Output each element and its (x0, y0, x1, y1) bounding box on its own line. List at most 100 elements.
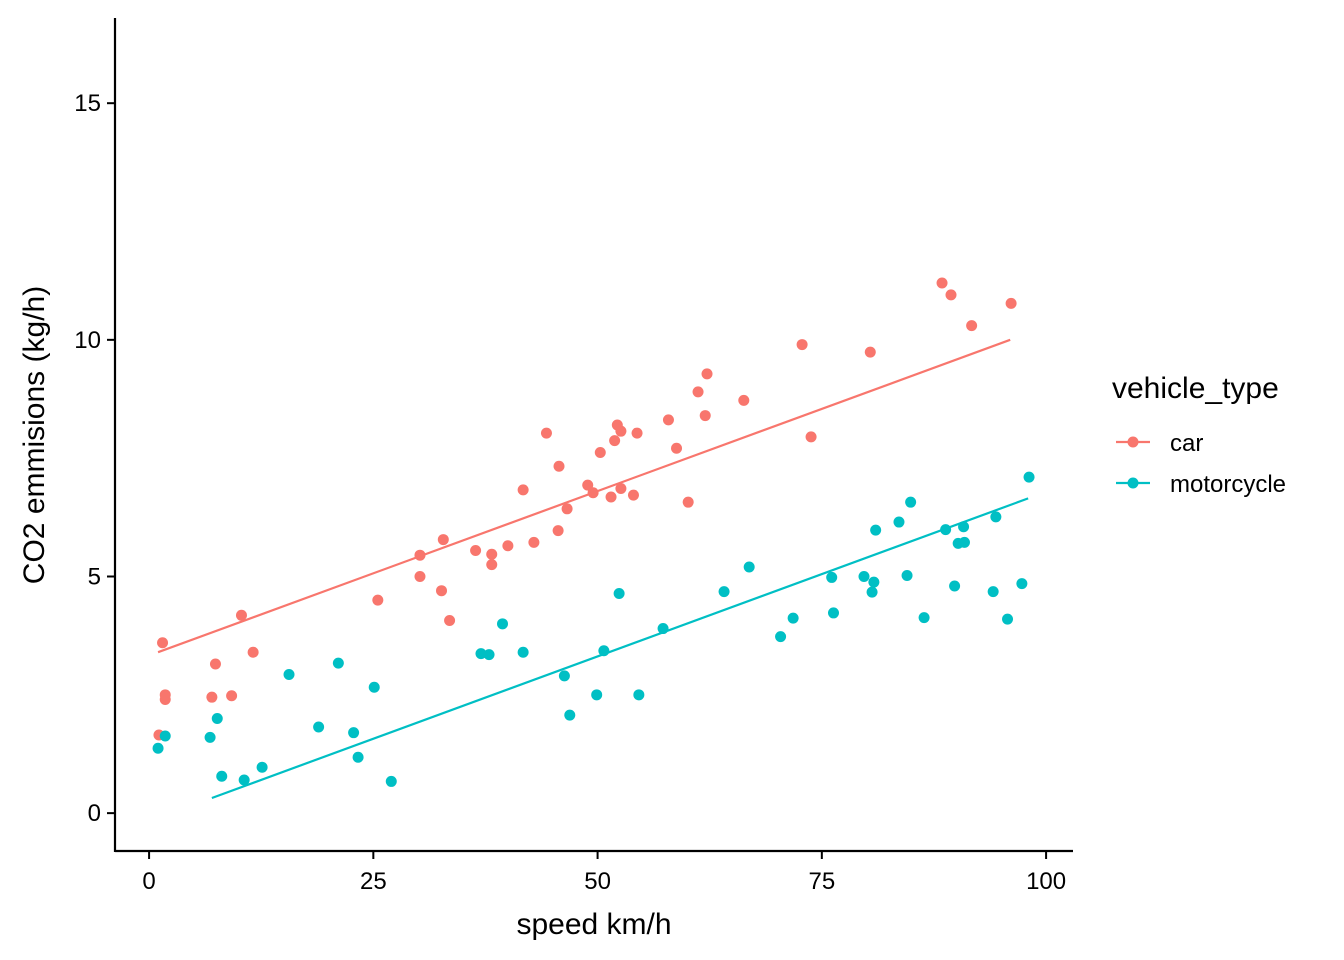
data-point-motorcycle (958, 536, 970, 548)
data-point-motorcycle (826, 571, 838, 583)
x-tick-label: 50 (584, 868, 611, 895)
data-point-motorcycle (633, 689, 645, 701)
data-point-motorcycle (718, 586, 730, 598)
data-point-motorcycle (987, 586, 999, 598)
data-point-car (662, 414, 674, 426)
x-tick-label: 75 (808, 868, 835, 895)
data-point-motorcycle (475, 648, 487, 660)
x-tick-label: 25 (360, 868, 387, 895)
data-point-car (437, 534, 449, 546)
legend-item-motorcycle: motorcycle (1116, 471, 1286, 498)
y-tick-label: 5 (88, 563, 101, 590)
data-point-motorcycle (483, 649, 495, 661)
data-point-car (805, 431, 817, 443)
data-point-motorcycle (1023, 471, 1035, 483)
data-point-car (209, 658, 221, 670)
data-point-car (701, 368, 713, 380)
data-point-car (945, 289, 957, 301)
data-point-motorcycle (775, 631, 787, 643)
series-car (153, 277, 1017, 741)
data-point-car (936, 277, 948, 289)
data-point-car (157, 637, 169, 649)
data-point-car (502, 540, 514, 552)
data-point-motorcycle (949, 580, 961, 592)
data-point-motorcycle (332, 657, 344, 669)
data-point-car (517, 484, 529, 496)
x-axis-title: speed km/h (516, 908, 671, 941)
legend-key-point-motorcycle (1127, 477, 1139, 489)
data-point-car (226, 690, 238, 702)
data-point-car (540, 427, 552, 439)
series-motorcycle (152, 471, 1035, 800)
data-point-car (235, 609, 247, 621)
data-point-car (486, 548, 498, 560)
legend-label-car: car (1170, 430, 1203, 457)
data-point-motorcycle (558, 670, 570, 682)
legend-label-motorcycle: motorcycle (1170, 471, 1286, 498)
data-point-car (594, 446, 606, 458)
data-point-car (1005, 297, 1017, 309)
data-point-car (553, 460, 565, 472)
data-point-motorcycle (858, 570, 870, 582)
data-point-car (561, 503, 573, 515)
data-point-car (631, 427, 643, 439)
data-point-motorcycle (905, 496, 917, 508)
axes (113, 18, 1073, 853)
data-point-car (486, 559, 498, 571)
y-tick-label: 0 (88, 800, 101, 827)
y-tick-label: 10 (74, 327, 101, 354)
data-point-motorcycle (990, 511, 1002, 523)
data-point-motorcycle (159, 730, 171, 742)
data-point-car (372, 594, 384, 606)
data-point-motorcycle (893, 516, 905, 528)
data-point-motorcycle (352, 751, 364, 763)
data-point-motorcycle (743, 561, 755, 573)
data-point-car (609, 435, 621, 447)
data-point-motorcycle (368, 681, 380, 693)
y-axis-title: CO2 emmisions (kg/h) (18, 286, 51, 584)
ticks: 0 25 50 75 100 0 5 10 15 (74, 90, 1066, 895)
y-tick-label: 15 (74, 90, 101, 117)
data-point-motorcycle (283, 668, 295, 680)
legend-item-car: car (1116, 430, 1203, 457)
data-point-motorcycle (348, 727, 360, 739)
plot-area (152, 277, 1035, 800)
data-point-car (682, 496, 694, 508)
data-point-motorcycle (868, 576, 880, 588)
data-point-motorcycle (517, 646, 529, 658)
data-point-motorcycle (216, 770, 228, 782)
trend-line-motorcycle (211, 497, 1029, 800)
data-point-motorcycle (1002, 613, 1014, 625)
x-tick-label: 100 (1026, 868, 1066, 895)
data-point-car (552, 525, 564, 537)
trend-line-car (157, 338, 1011, 654)
data-point-car (966, 320, 978, 332)
data-point-car (414, 570, 426, 582)
data-point-car (699, 410, 711, 422)
data-point-car (159, 689, 171, 701)
data-point-motorcycle (497, 618, 509, 630)
legend-title: vehicle_type (1112, 372, 1279, 405)
data-point-motorcycle (613, 588, 625, 600)
data-point-motorcycle (1016, 578, 1028, 590)
data-point-car (470, 544, 482, 556)
data-point-car (692, 386, 704, 398)
data-point-motorcycle (313, 721, 325, 733)
legend: vehicle_type car motorcycle (1112, 372, 1286, 498)
data-point-car (444, 615, 456, 627)
data-point-car (627, 489, 639, 501)
data-point-motorcycle (918, 612, 930, 624)
data-point-car (605, 491, 617, 503)
data-point-motorcycle (385, 775, 397, 787)
data-point-motorcycle (238, 774, 250, 786)
legend-key-point-car (1127, 436, 1139, 448)
data-point-motorcycle (256, 761, 268, 773)
data-point-car (864, 346, 876, 358)
data-point-car (615, 425, 627, 437)
data-point-car (671, 442, 683, 454)
data-point-car (796, 339, 808, 351)
data-point-car (738, 394, 750, 406)
data-point-motorcycle (211, 712, 223, 724)
data-point-car (206, 691, 218, 703)
data-point-car (615, 482, 627, 494)
